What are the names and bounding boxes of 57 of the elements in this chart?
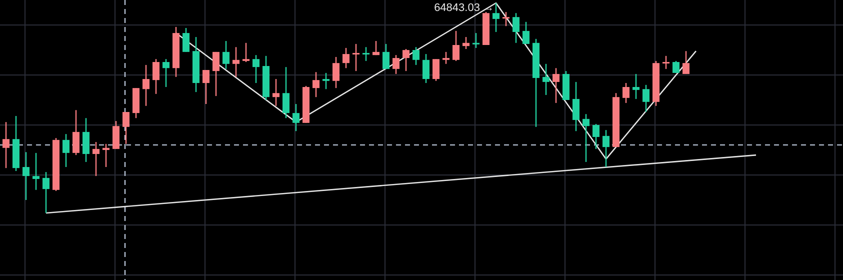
candlestick (372, 40, 380, 56)
candlestick (242, 42, 250, 63)
candlestick (272, 78, 280, 106)
candlestick (112, 120, 120, 150)
candlestick (72, 110, 80, 156)
candlestick (102, 143, 110, 168)
candlestick (542, 63, 550, 96)
candlestick (62, 133, 70, 168)
candlestick (152, 58, 160, 95)
candlestick (332, 56, 340, 89)
candlestick (442, 51, 450, 64)
candlestick (492, 2, 500, 33)
candlestick (632, 73, 640, 100)
candlestick (282, 66, 290, 119)
candlestick (472, 32, 480, 49)
candlestick (622, 82, 630, 104)
candlestick (212, 51, 220, 97)
candlestick (682, 50, 690, 75)
candlestick (402, 48, 410, 72)
candlestick (462, 36, 470, 50)
candlestick (432, 58, 440, 82)
candlestick (342, 47, 350, 69)
candlestick (412, 46, 420, 66)
candlestick (382, 43, 390, 70)
candlestick (92, 141, 100, 177)
candlestick (32, 152, 40, 190)
candlestick (662, 55, 670, 70)
candlestick (252, 54, 260, 84)
candlestick (502, 11, 510, 27)
candlestick (42, 171, 50, 214)
candlestick (222, 40, 230, 70)
candlestick (22, 152, 30, 201)
candlestick (322, 72, 330, 90)
candlestick (82, 117, 90, 163)
candlestick (452, 30, 460, 62)
candlestick (142, 64, 150, 106)
candlestick (362, 46, 370, 62)
candlestick (312, 71, 320, 98)
candlestick (232, 46, 240, 78)
candlestick (512, 12, 520, 44)
candlestick (122, 111, 130, 145)
candlestick (572, 81, 580, 132)
candlestick (202, 69, 210, 105)
candlestick (2, 121, 10, 169)
candlestick (422, 53, 430, 84)
candlestick (592, 123, 600, 150)
candlestick (672, 60, 680, 74)
candlestick (182, 27, 190, 53)
candlestick (642, 84, 650, 113)
candlestick (292, 103, 300, 132)
candlestick (162, 58, 170, 88)
candlestick (602, 129, 610, 168)
candlestick (522, 21, 530, 45)
candlestick (582, 113, 590, 163)
candlestick (392, 54, 400, 75)
candlestick (552, 68, 560, 104)
candlestick (352, 43, 360, 72)
